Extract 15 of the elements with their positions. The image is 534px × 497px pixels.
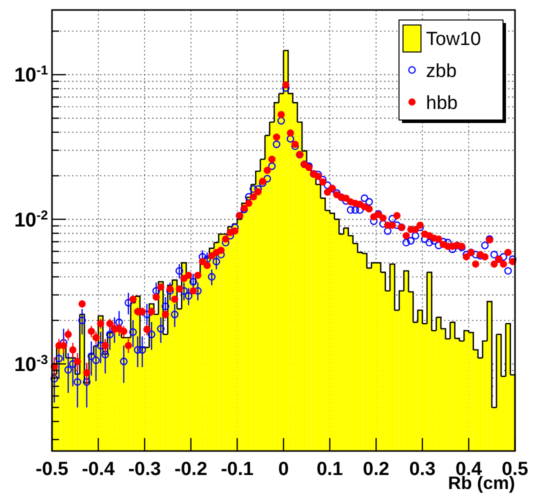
- x-tick-label: -0.3: [128, 459, 161, 480]
- x-tick-label: -0.4: [82, 459, 116, 480]
- legend-label: Tow10: [426, 29, 481, 50]
- y-tick-label: 10$^{-2}$: [14, 206, 48, 232]
- legend-label: hbb: [426, 93, 458, 114]
- x-tick-label: 0: [278, 459, 289, 480]
- x-tick-label: -0.5: [36, 459, 69, 480]
- legend-label: zbb: [426, 61, 457, 82]
- x-tick-label: 0.2: [362, 459, 390, 480]
- x-tick-label: 0.1: [316, 459, 344, 480]
- y-tick-label: 10$^{-3}$: [14, 351, 48, 376]
- x-tick-label: -0.1: [220, 459, 254, 480]
- x-tick-label: -0.2: [174, 459, 208, 480]
- y-tick-label: 10$^{-1}$: [14, 62, 48, 87]
- x-tick-label: 0.3: [409, 459, 436, 480]
